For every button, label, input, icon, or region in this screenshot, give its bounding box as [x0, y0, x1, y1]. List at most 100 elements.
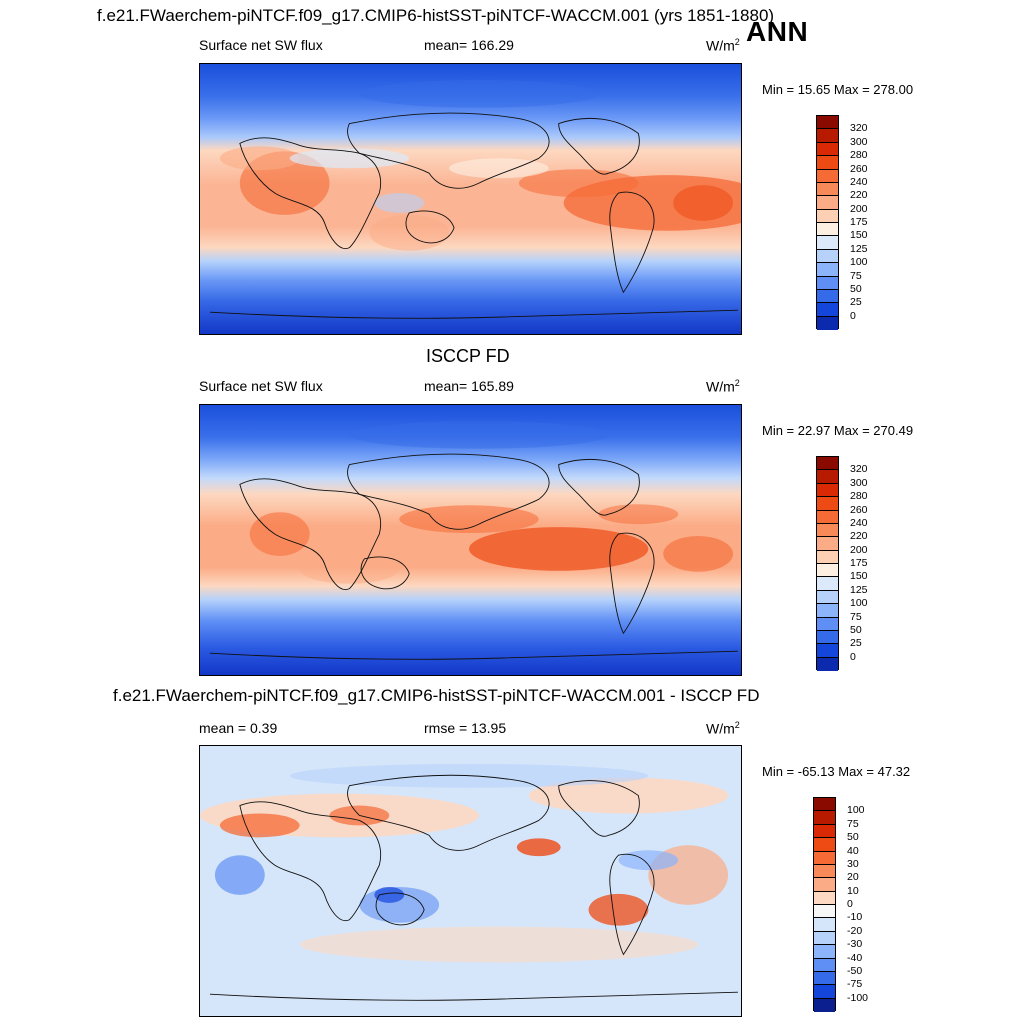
colorbar-swatch	[817, 630, 838, 645]
colorbar-swatch	[814, 851, 835, 865]
colorbar-swatch	[814, 878, 835, 892]
colorbar-tick-label: 220	[850, 530, 868, 543]
colorbar-swatch	[817, 263, 838, 277]
colorbar-tick-label: 200	[850, 202, 868, 215]
colorbar-tick-label: 260	[850, 503, 868, 516]
colorbar-swatch	[817, 497, 838, 511]
colorbar-swatch	[817, 537, 838, 551]
colorbar-tick-label: 125	[850, 242, 868, 255]
colorbar-swatch	[817, 209, 838, 223]
colorbar-tick-label: 320	[850, 463, 868, 476]
panel2-units: W/m2	[706, 378, 740, 395]
colorbar-swatch	[814, 811, 835, 825]
colorbar-tick-label: 300	[850, 476, 868, 489]
colorbar-tick-label: -100	[847, 991, 869, 1004]
colorbar-tick-label: 280	[850, 149, 868, 162]
panel2-mean-label: mean= 165.89	[424, 378, 514, 394]
colorbar-swatch	[817, 510, 838, 524]
panel2-colorbar	[816, 456, 839, 671]
colorbar-tick-label: 10	[847, 884, 859, 897]
colorbar-swatch	[817, 617, 838, 631]
colorbar-swatch	[814, 998, 835, 1012]
colorbar-swatch	[817, 276, 838, 290]
colorbar-tick-label: 25	[850, 296, 862, 309]
colorbar-tick-label: 320	[850, 122, 868, 135]
colorbar-tick-label: -10	[847, 911, 863, 924]
colorbar-swatch	[817, 604, 838, 618]
continent-outline	[239, 137, 381, 250]
colorbar-swatch	[817, 249, 838, 264]
colorbar-swatch	[814, 931, 835, 946]
colorbar-tick-label: 220	[850, 189, 868, 202]
colorbar-tick-label: 125	[850, 583, 868, 596]
colorbar-swatch	[817, 590, 838, 605]
colorbar-swatch	[817, 550, 838, 564]
colorbar-tick-label: 50	[850, 282, 862, 295]
colorbar-swatch	[817, 657, 838, 671]
colorbar-tick-label: 0	[850, 650, 856, 663]
main-title: f.e21.FWaerchem-piNTCF.f09_g17.CMIP6-his…	[97, 6, 775, 25]
panel3-colorbar	[813, 797, 836, 1012]
colorbar-swatch	[817, 169, 838, 183]
panel3-rmse-label: rmse = 13.95	[424, 720, 507, 736]
colorbar-tick-label: -40	[847, 951, 863, 964]
season-label: ANN	[746, 16, 809, 47]
colorbar-swatch	[817, 223, 838, 237]
panel1-mean-label: mean= 166.29	[424, 37, 514, 53]
colorbar-swatch	[814, 864, 835, 879]
colorbar-swatch	[814, 798, 835, 812]
colorbar-swatch	[817, 129, 838, 143]
colorbar-tick-label: 0	[850, 309, 856, 322]
panel1-variable-label: Surface net SW flux	[199, 37, 323, 53]
colorbar-tick-label: 30	[847, 857, 859, 870]
colorbar-tick-label: 240	[850, 516, 868, 529]
colorbar-swatch	[817, 644, 838, 658]
panel1-units: W/m2	[706, 37, 740, 54]
colorbar-swatch	[817, 182, 838, 197]
colorbar-swatch	[814, 958, 835, 972]
colorbar-tick-label: 240	[850, 175, 868, 188]
colorbar-tick-label: 200	[850, 543, 868, 556]
panel3-map-field	[200, 746, 741, 1016]
panel3-mean-label: mean = 0.39	[199, 720, 278, 736]
colorbar-tick-label: 260	[850, 162, 868, 175]
colorbar-tick-label: -20	[847, 924, 863, 937]
colorbar-tick-label: 0	[847, 898, 853, 910]
colorbar-swatch	[817, 483, 838, 498]
panel3-units: W/m2	[706, 720, 740, 737]
colorbar-tick-label: 75	[850, 269, 862, 282]
colorbar-swatch	[817, 303, 838, 317]
colorbar-tick-label: 20	[847, 871, 859, 884]
colorbar-swatch	[814, 824, 835, 839]
colorbar-swatch	[817, 156, 838, 170]
colorbar-tick-label: -75	[847, 978, 863, 991]
colorbar-tick-label: 280	[850, 490, 868, 503]
colorbar-tick-label: 100	[847, 804, 865, 817]
colorbar-tick-label: 175	[850, 216, 868, 228]
colorbar-swatch	[817, 289, 838, 304]
colorbar-swatch	[817, 577, 838, 591]
colorbar-tick-label: 100	[850, 256, 868, 269]
colorbar-swatch	[817, 523, 838, 538]
colorbar-tick-label: 40	[847, 844, 859, 857]
panel1-colorbar	[816, 115, 839, 330]
colorbar-tick-label: 75	[847, 817, 859, 830]
colorbar-swatch	[814, 985, 835, 999]
colorbar-swatch	[817, 196, 838, 210]
colorbar-swatch	[814, 945, 835, 959]
colorbar-tick-label: 100	[850, 597, 868, 610]
colorbar-tick-label: -50	[847, 964, 863, 977]
colorbar-swatch	[814, 891, 835, 905]
panel1-minmax: Min = 15.65 Max = 278.00	[762, 82, 914, 97]
panel2-variable-label: Surface net SW flux	[199, 378, 323, 394]
panel1-map	[199, 63, 742, 335]
colorbar-swatch	[814, 905, 835, 919]
colorbar-tick-label: 50	[850, 623, 862, 636]
panel2-title: ISCCP FD	[426, 346, 510, 366]
colorbar-tick-label: 50	[847, 831, 859, 844]
colorbar-swatch	[817, 564, 838, 578]
colorbar-tick-label: 150	[850, 229, 868, 242]
panel2-map	[199, 404, 742, 676]
panel3-minmax: Min = -65.13 Max = 47.32	[762, 764, 911, 779]
colorbar-swatch	[817, 316, 838, 330]
